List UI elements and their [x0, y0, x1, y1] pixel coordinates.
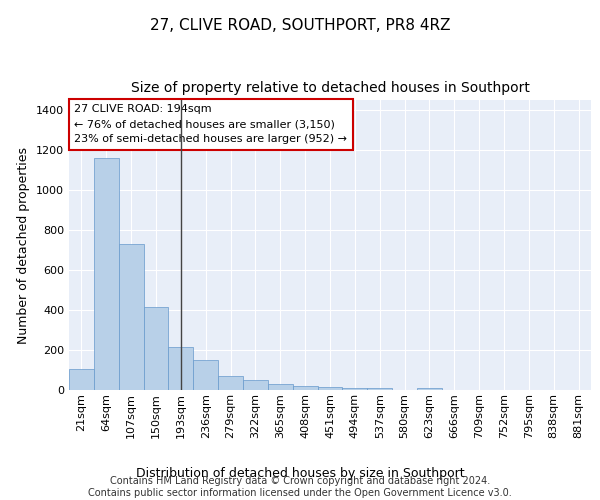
Y-axis label: Number of detached properties: Number of detached properties — [17, 146, 31, 344]
Bar — [268, 384, 293, 390]
Bar — [243, 380, 268, 390]
Text: Distribution of detached houses by size in Southport: Distribution of detached houses by size … — [136, 468, 464, 480]
Text: Contains HM Land Registry data © Crown copyright and database right 2024.
Contai: Contains HM Land Registry data © Crown c… — [88, 476, 512, 498]
Bar — [169, 347, 193, 390]
Bar — [317, 387, 343, 390]
Text: 27 CLIVE ROAD: 194sqm
← 76% of detached houses are smaller (3,150)
23% of semi-d: 27 CLIVE ROAD: 194sqm ← 76% of detached … — [74, 104, 347, 144]
Bar — [367, 388, 392, 390]
Bar — [143, 307, 169, 390]
Bar — [119, 244, 143, 390]
Bar — [343, 388, 367, 390]
Bar — [417, 388, 442, 390]
Bar — [193, 360, 218, 390]
Bar — [69, 368, 94, 390]
Title: Size of property relative to detached houses in Southport: Size of property relative to detached ho… — [131, 80, 529, 94]
Bar — [293, 386, 317, 390]
Bar — [94, 158, 119, 390]
Bar — [218, 376, 243, 390]
Text: 27, CLIVE ROAD, SOUTHPORT, PR8 4RZ: 27, CLIVE ROAD, SOUTHPORT, PR8 4RZ — [150, 18, 450, 32]
